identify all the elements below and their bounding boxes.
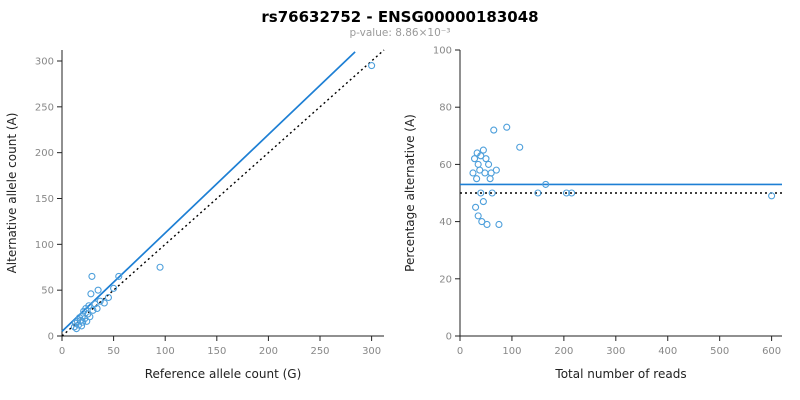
chart-title: rs76632752 - ENSG00000183048 xyxy=(261,8,539,26)
y-tick-label: 150 xyxy=(35,194,54,205)
right-scatter-plot: 0 100 200 300 400 500 600 0 20 40 60 80 100 Total num… xyxy=(403,46,782,381)
scatter-point xyxy=(568,189,576,197)
x-axis-label: Reference allele count (G) xyxy=(145,367,302,381)
chart-subtitle: p-value: 8.86×10⁻³ xyxy=(349,27,451,39)
scatter-point xyxy=(479,198,487,206)
scatter-point xyxy=(495,220,503,229)
x-axis-label: Total number of reads xyxy=(554,367,686,381)
scatter-point xyxy=(562,189,571,197)
scatter-point xyxy=(479,146,487,154)
scatter-point xyxy=(87,290,95,298)
scatter-point xyxy=(94,286,102,294)
y-tick-label: 0 xyxy=(48,332,54,343)
y-tick-label: 250 xyxy=(35,102,54,113)
charts-row: 0 50 100 150 200 250 300 0 50 100 150 200 250 300 Refe… xyxy=(0,40,800,388)
y-tick-label: 80 xyxy=(439,103,452,114)
x-tick-label: 200 xyxy=(259,346,278,357)
scatter-point xyxy=(70,323,78,331)
scatter-point xyxy=(104,293,112,302)
scatter-point xyxy=(482,155,490,163)
y-tick-label: 0 xyxy=(446,332,452,343)
scatter-point xyxy=(488,189,496,197)
y-axis-label: Alternative allele count (A) xyxy=(5,113,19,274)
scatter-point xyxy=(469,169,477,177)
scatter-point xyxy=(96,297,104,305)
scatter-point xyxy=(516,143,524,151)
x-tick-label: 100 xyxy=(502,346,521,357)
scatter-point xyxy=(73,317,82,325)
x-tick-label: 250 xyxy=(310,346,329,357)
scatter-point xyxy=(503,123,511,131)
scatter-point xyxy=(88,272,96,280)
scatter-point xyxy=(78,322,86,330)
x-tick-label: 400 xyxy=(658,346,677,357)
y-tick-label: 100 xyxy=(35,240,54,251)
scatter-point xyxy=(534,189,542,197)
regression-line xyxy=(61,51,356,333)
scatter-point xyxy=(156,263,164,271)
scatter-point xyxy=(110,284,118,292)
scatter-point xyxy=(478,218,486,226)
y-tick-label: 200 xyxy=(35,148,54,159)
x-tick-label: 100 xyxy=(156,346,175,357)
scatter-point xyxy=(474,212,482,220)
y-tick-label: 60 xyxy=(439,160,452,171)
x-tick-label: 150 xyxy=(207,346,226,357)
left-scatter-plot: 0 50 100 150 200 250 300 0 50 100 150 200 250 300 Refe… xyxy=(5,49,385,381)
scatter-point xyxy=(486,175,494,183)
scatter-point xyxy=(476,166,484,174)
scatter-point xyxy=(368,62,376,70)
scatter-point xyxy=(473,175,481,183)
x-tick-label: 200 xyxy=(554,346,573,357)
x-tick-label: 50 xyxy=(107,346,120,357)
y-axis-label: Percentage alternative (A) xyxy=(403,114,417,272)
y-tick-label: 20 xyxy=(439,274,452,285)
y-tick-label: 300 xyxy=(35,57,54,68)
y-tick-label: 40 xyxy=(439,217,452,228)
scatter-point xyxy=(79,318,87,326)
scatter-point xyxy=(89,306,97,314)
x-tick-label: 300 xyxy=(362,346,381,357)
scatter-point xyxy=(490,126,498,134)
scatter-points xyxy=(70,62,376,333)
x-tick-label: 600 xyxy=(762,346,781,357)
y-tick-label: 100 xyxy=(433,46,452,57)
scatter-point xyxy=(483,220,491,229)
scatter-point xyxy=(474,160,482,168)
x-tick-label: 500 xyxy=(710,346,729,357)
identity-line xyxy=(61,49,385,337)
scatter-point xyxy=(768,192,776,200)
scatter-point xyxy=(85,302,93,310)
scatter-point xyxy=(477,189,485,197)
scatter-point xyxy=(542,180,550,188)
x-tick-label: 300 xyxy=(606,346,625,357)
scatter-point xyxy=(93,304,101,313)
scatter-point xyxy=(492,166,500,174)
scatter-point xyxy=(115,272,123,280)
x-tick-label: 0 xyxy=(457,346,463,357)
scatter-points xyxy=(469,123,776,229)
x-tick-label: 0 xyxy=(59,346,65,357)
scatter-point xyxy=(86,313,94,321)
y-tick-label: 50 xyxy=(41,286,54,297)
scatter-point xyxy=(485,160,493,168)
scatter-point xyxy=(477,152,485,160)
scatter-point xyxy=(487,169,495,177)
scatter-point xyxy=(470,155,479,163)
scatter-point xyxy=(100,299,108,307)
scatter-point xyxy=(481,169,489,177)
scatter-point xyxy=(472,203,480,211)
